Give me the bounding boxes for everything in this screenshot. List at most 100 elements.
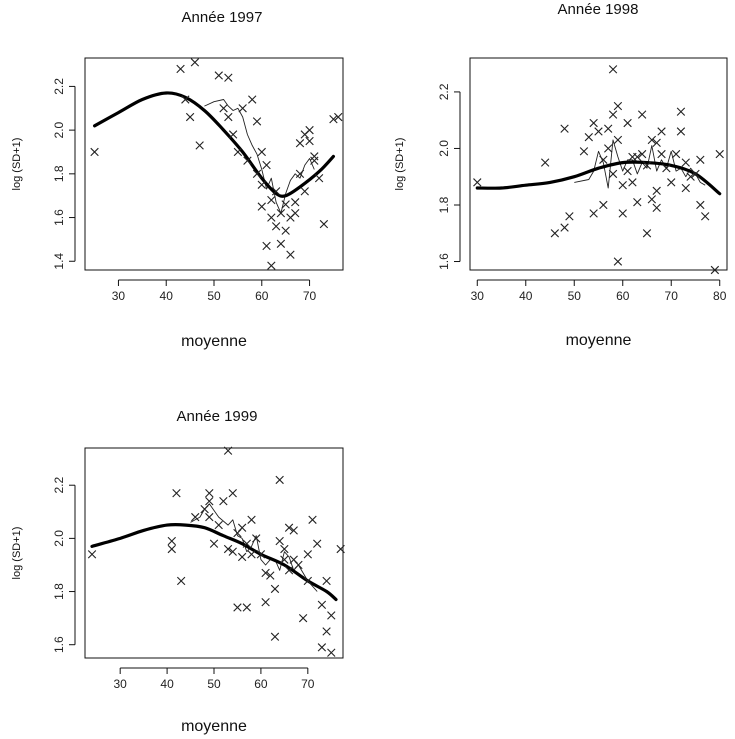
point-stroke	[599, 200, 608, 210]
data-point	[313, 539, 322, 548]
data-point	[247, 515, 256, 524]
point-stroke	[608, 65, 618, 74]
data-point	[550, 229, 560, 238]
data-point	[185, 112, 195, 122]
data-point	[286, 250, 295, 259]
point-stroke	[238, 104, 247, 113]
point-stroke	[237, 552, 247, 562]
point-stroke	[276, 208, 286, 218]
data-point	[647, 195, 657, 204]
data-point	[623, 166, 632, 176]
data-point	[252, 534, 261, 543]
y-tick-label: 2.0	[437, 140, 451, 157]
data-point	[200, 504, 209, 514]
point-stroke	[647, 195, 657, 204]
point-stroke	[327, 611, 336, 620]
point-stroke	[313, 539, 322, 548]
point-stroke	[228, 489, 237, 498]
point-stroke	[233, 147, 243, 157]
data-point	[224, 73, 233, 82]
point-stroke	[262, 160, 271, 170]
x-axis-label: moyenne	[181, 718, 247, 735]
point-stroke	[252, 117, 262, 126]
data-point	[637, 110, 647, 119]
point-stroke	[257, 147, 266, 157]
data-point	[565, 212, 574, 221]
data-point	[676, 107, 686, 116]
data-point	[276, 239, 286, 248]
x-tick-label: 40	[160, 677, 174, 691]
x-tick-label: 70	[301, 677, 315, 691]
data-point	[681, 183, 690, 193]
point-stroke	[667, 178, 676, 187]
point-stroke	[594, 127, 603, 136]
data-point	[281, 200, 290, 209]
data-point	[247, 550, 256, 559]
data-point	[281, 226, 290, 235]
point-stroke	[267, 195, 276, 205]
point-stroke	[252, 534, 261, 543]
point-stroke	[280, 555, 289, 564]
data-point	[652, 186, 661, 196]
x-axis-label: moyenne	[181, 333, 247, 350]
point-stroke	[317, 600, 327, 610]
point-stroke	[205, 489, 214, 498]
data-point	[295, 139, 305, 148]
data-point	[262, 160, 271, 170]
point-stroke	[223, 544, 233, 554]
point-stroke	[281, 200, 290, 209]
y-tick-label: 1.8	[437, 196, 451, 213]
data-point	[676, 127, 686, 136]
point-stroke	[295, 139, 305, 148]
x-tick-label: 40	[160, 289, 174, 303]
data-point	[589, 118, 598, 128]
data-point	[228, 547, 237, 556]
point-stroke	[256, 550, 266, 559]
point-stroke	[618, 209, 627, 218]
plot-frame	[84, 57, 344, 271]
data-point	[691, 169, 700, 179]
point-stroke	[284, 566, 294, 575]
point-stroke	[303, 576, 313, 586]
data-point	[604, 124, 613, 133]
point-stroke	[176, 64, 185, 74]
point-stroke	[633, 197, 642, 207]
data-point	[209, 539, 219, 548]
point-stroke	[242, 539, 252, 548]
local-fit-line	[204, 99, 315, 214]
data-point	[671, 149, 681, 159]
point-stroke	[642, 161, 652, 170]
plot-frame	[469, 57, 728, 271]
point-stroke	[652, 186, 661, 196]
data-point	[473, 178, 482, 187]
point-stroke	[276, 239, 286, 248]
point-stroke	[305, 125, 314, 135]
point-stroke	[300, 187, 309, 196]
data-point	[305, 136, 314, 146]
point-stroke	[613, 135, 623, 145]
data-point	[613, 101, 623, 111]
point-stroke	[608, 110, 618, 119]
point-stroke	[172, 489, 181, 498]
y-tick-label: 2.2	[437, 83, 451, 100]
x-tick-label: 50	[207, 289, 221, 303]
data-point	[681, 158, 690, 167]
data-point	[613, 135, 623, 145]
point-stroke	[214, 520, 223, 530]
x-tick-label: 40	[519, 289, 533, 303]
point-stroke	[286, 250, 295, 259]
point-stroke	[298, 613, 308, 623]
point-stroke	[637, 110, 647, 119]
y-axis-label: log (SD+1)	[394, 138, 406, 191]
data-point	[329, 115, 338, 124]
data-point	[262, 241, 271, 251]
data-point	[224, 112, 233, 122]
point-stroke	[261, 568, 270, 578]
data-point	[223, 544, 233, 554]
data-point	[271, 187, 281, 196]
point-stroke	[696, 200, 705, 210]
data-point	[176, 576, 186, 586]
point-stroke	[223, 446, 233, 455]
y-tick-label: 1.6	[437, 253, 451, 270]
